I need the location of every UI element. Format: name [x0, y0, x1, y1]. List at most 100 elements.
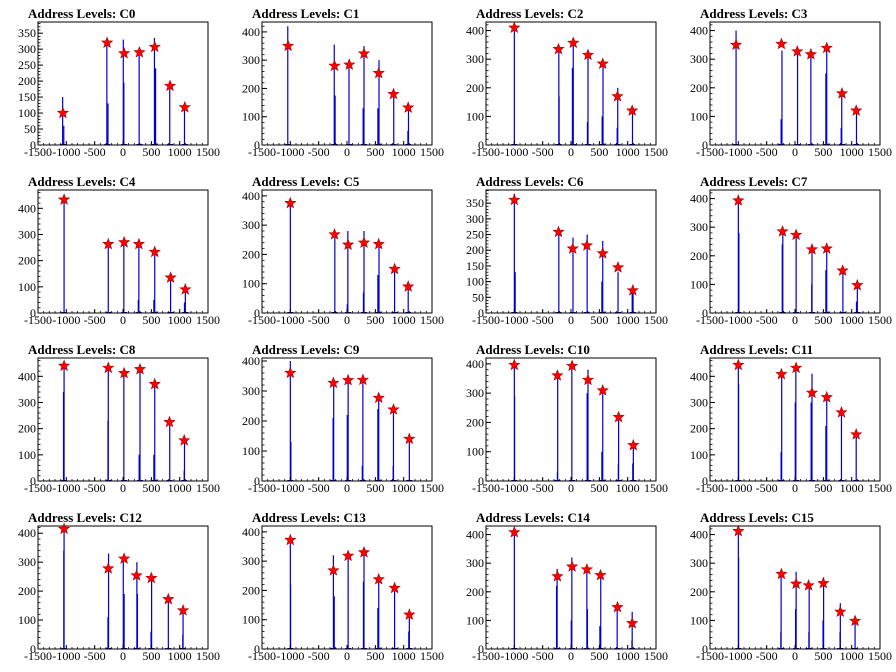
y-tick-label: 300 [690, 52, 708, 66]
x-tick-label: 0 [792, 481, 798, 495]
peak-marker [834, 605, 847, 617]
y-tick-label: 200 [18, 584, 36, 598]
peak-marker [284, 533, 297, 546]
y-tick-label: 400 [690, 192, 708, 206]
peak-marker [626, 104, 639, 116]
y-tick-label: 300 [466, 52, 484, 66]
plot-frame [485, 21, 657, 146]
x-tick-label: -1500 [24, 145, 52, 159]
peak-marker [403, 608, 416, 621]
peak-marker [611, 89, 624, 102]
x-tick-label: 500 [366, 481, 384, 495]
x-tick-label: -1000 [500, 649, 528, 663]
y-tick-label: 400 [466, 24, 484, 38]
x-tick-label: 0 [568, 481, 574, 495]
peak-marker [508, 193, 521, 206]
chart-title: Address Levels: C3 [700, 6, 808, 21]
peak-marker [357, 47, 371, 59]
peak-marker [552, 42, 565, 55]
y-tick-label: 100 [466, 109, 484, 123]
peak-marker [804, 47, 817, 60]
y-tick-label: 300 [18, 227, 36, 241]
y-tick-label: 300 [466, 212, 484, 226]
x-tick-label: -500 [756, 313, 778, 327]
y-tick-label: 400 [18, 201, 36, 215]
x-tick-label: 500 [814, 145, 832, 159]
y-tick-label: 400 [18, 526, 36, 540]
peak-marker [729, 38, 743, 51]
x-tick-label: 500 [590, 481, 608, 495]
plot-frame [261, 189, 433, 314]
peak-marker [626, 283, 639, 296]
peak-marker [820, 41, 833, 54]
peak-marker [284, 196, 297, 209]
chart-panel: Address Levels: C2 0 100 200 300 400 -1500 -100… [448, 0, 672, 168]
chart-svg: Address Levels: C2 0 100 200 300 400 -1500 -100… [466, 6, 668, 159]
chart-panel: Address Levels: C9 0 100 200 300 400 -1500 -100… [224, 336, 448, 504]
peak-marker [57, 522, 71, 535]
x-tick-label: 0 [344, 313, 350, 327]
chart-svg: Address Levels: C14 0 100 200 300 400 -1500 -10… [466, 510, 668, 663]
x-tick-label: -1000 [724, 481, 752, 495]
x-tick-label: -500 [756, 145, 778, 159]
y-tick-label: 300 [690, 395, 708, 409]
y-tick-label: 100 [466, 275, 484, 289]
x-tick-label: 1500 [868, 145, 892, 159]
y-tick-label: 200 [690, 422, 708, 436]
x-tick-label: -1500 [696, 145, 724, 159]
y-tick-label: 200 [690, 81, 708, 95]
chart-panel: Address Levels: C15 0 100 200 300 400 -1500 -10… [672, 504, 896, 672]
y-tick-label: 200 [242, 414, 260, 428]
peak-marker [820, 390, 833, 403]
peak-marker [626, 616, 639, 629]
peak-marker [342, 238, 355, 250]
peak-marker [102, 562, 115, 574]
peak-marker [56, 106, 70, 119]
peak-marker [328, 59, 341, 72]
peak-marker [118, 46, 131, 59]
peak-marker [791, 45, 804, 57]
chart-svg: Address Levels: C9 0 100 200 300 400 -1500 -100… [242, 342, 444, 495]
x-tick-label: 1000 [392, 481, 416, 495]
x-tick-label: -500 [84, 649, 106, 663]
peak-marker [850, 427, 863, 440]
chart-svg: Address Levels: C13 0 100 200 300 400 -1500 -10… [242, 510, 444, 663]
peak-marker [508, 358, 521, 371]
x-tick-label: 1000 [168, 649, 192, 663]
x-tick-label: 1500 [868, 481, 892, 495]
y-tick-label: 150 [466, 259, 484, 273]
chart-title: Address Levels: C15 [700, 510, 814, 525]
peak-marker [341, 373, 355, 386]
chart-svg: Address Levels: C12 0 100 200 300 400 -1500 -10… [18, 510, 220, 663]
peak-marker [565, 359, 579, 372]
peak-marker [508, 21, 521, 34]
x-tick-label: -1000 [724, 145, 752, 159]
peak-marker [372, 66, 385, 79]
peak-marker [551, 569, 564, 582]
x-tick-label: 500 [142, 145, 160, 159]
peak-marker [790, 228, 803, 241]
y-tick-label: 200 [18, 254, 36, 268]
peak-marker [508, 525, 521, 538]
x-tick-label: 1000 [840, 481, 864, 495]
y-tick-label: 0 [478, 474, 484, 488]
peak-marker [387, 403, 400, 415]
x-tick-label: 1000 [840, 145, 864, 159]
x-tick-label: 1000 [616, 313, 640, 327]
x-tick-label: 0 [568, 313, 574, 327]
peak-marker [372, 237, 385, 250]
y-tick-label: 100 [242, 110, 260, 124]
peak-marker [403, 432, 416, 445]
x-tick-label: 500 [814, 313, 832, 327]
x-tick-label: -500 [532, 313, 554, 327]
chart-title: Address Levels: C11 [700, 342, 813, 357]
chart-title: Address Levels: C7 [700, 174, 808, 189]
y-tick-label: 50 [24, 122, 36, 136]
chart-title: Address Levels: C1 [252, 6, 359, 21]
chart-title: Address Levels: C13 [252, 510, 366, 525]
chart-panel: Address Levels: C4 0 100 200 300 400 -1500 -100… [0, 168, 224, 336]
y-tick-label: 300 [242, 218, 260, 232]
peak-marker [835, 405, 848, 418]
peak-marker [388, 262, 401, 275]
y-tick-label: 400 [466, 528, 484, 542]
